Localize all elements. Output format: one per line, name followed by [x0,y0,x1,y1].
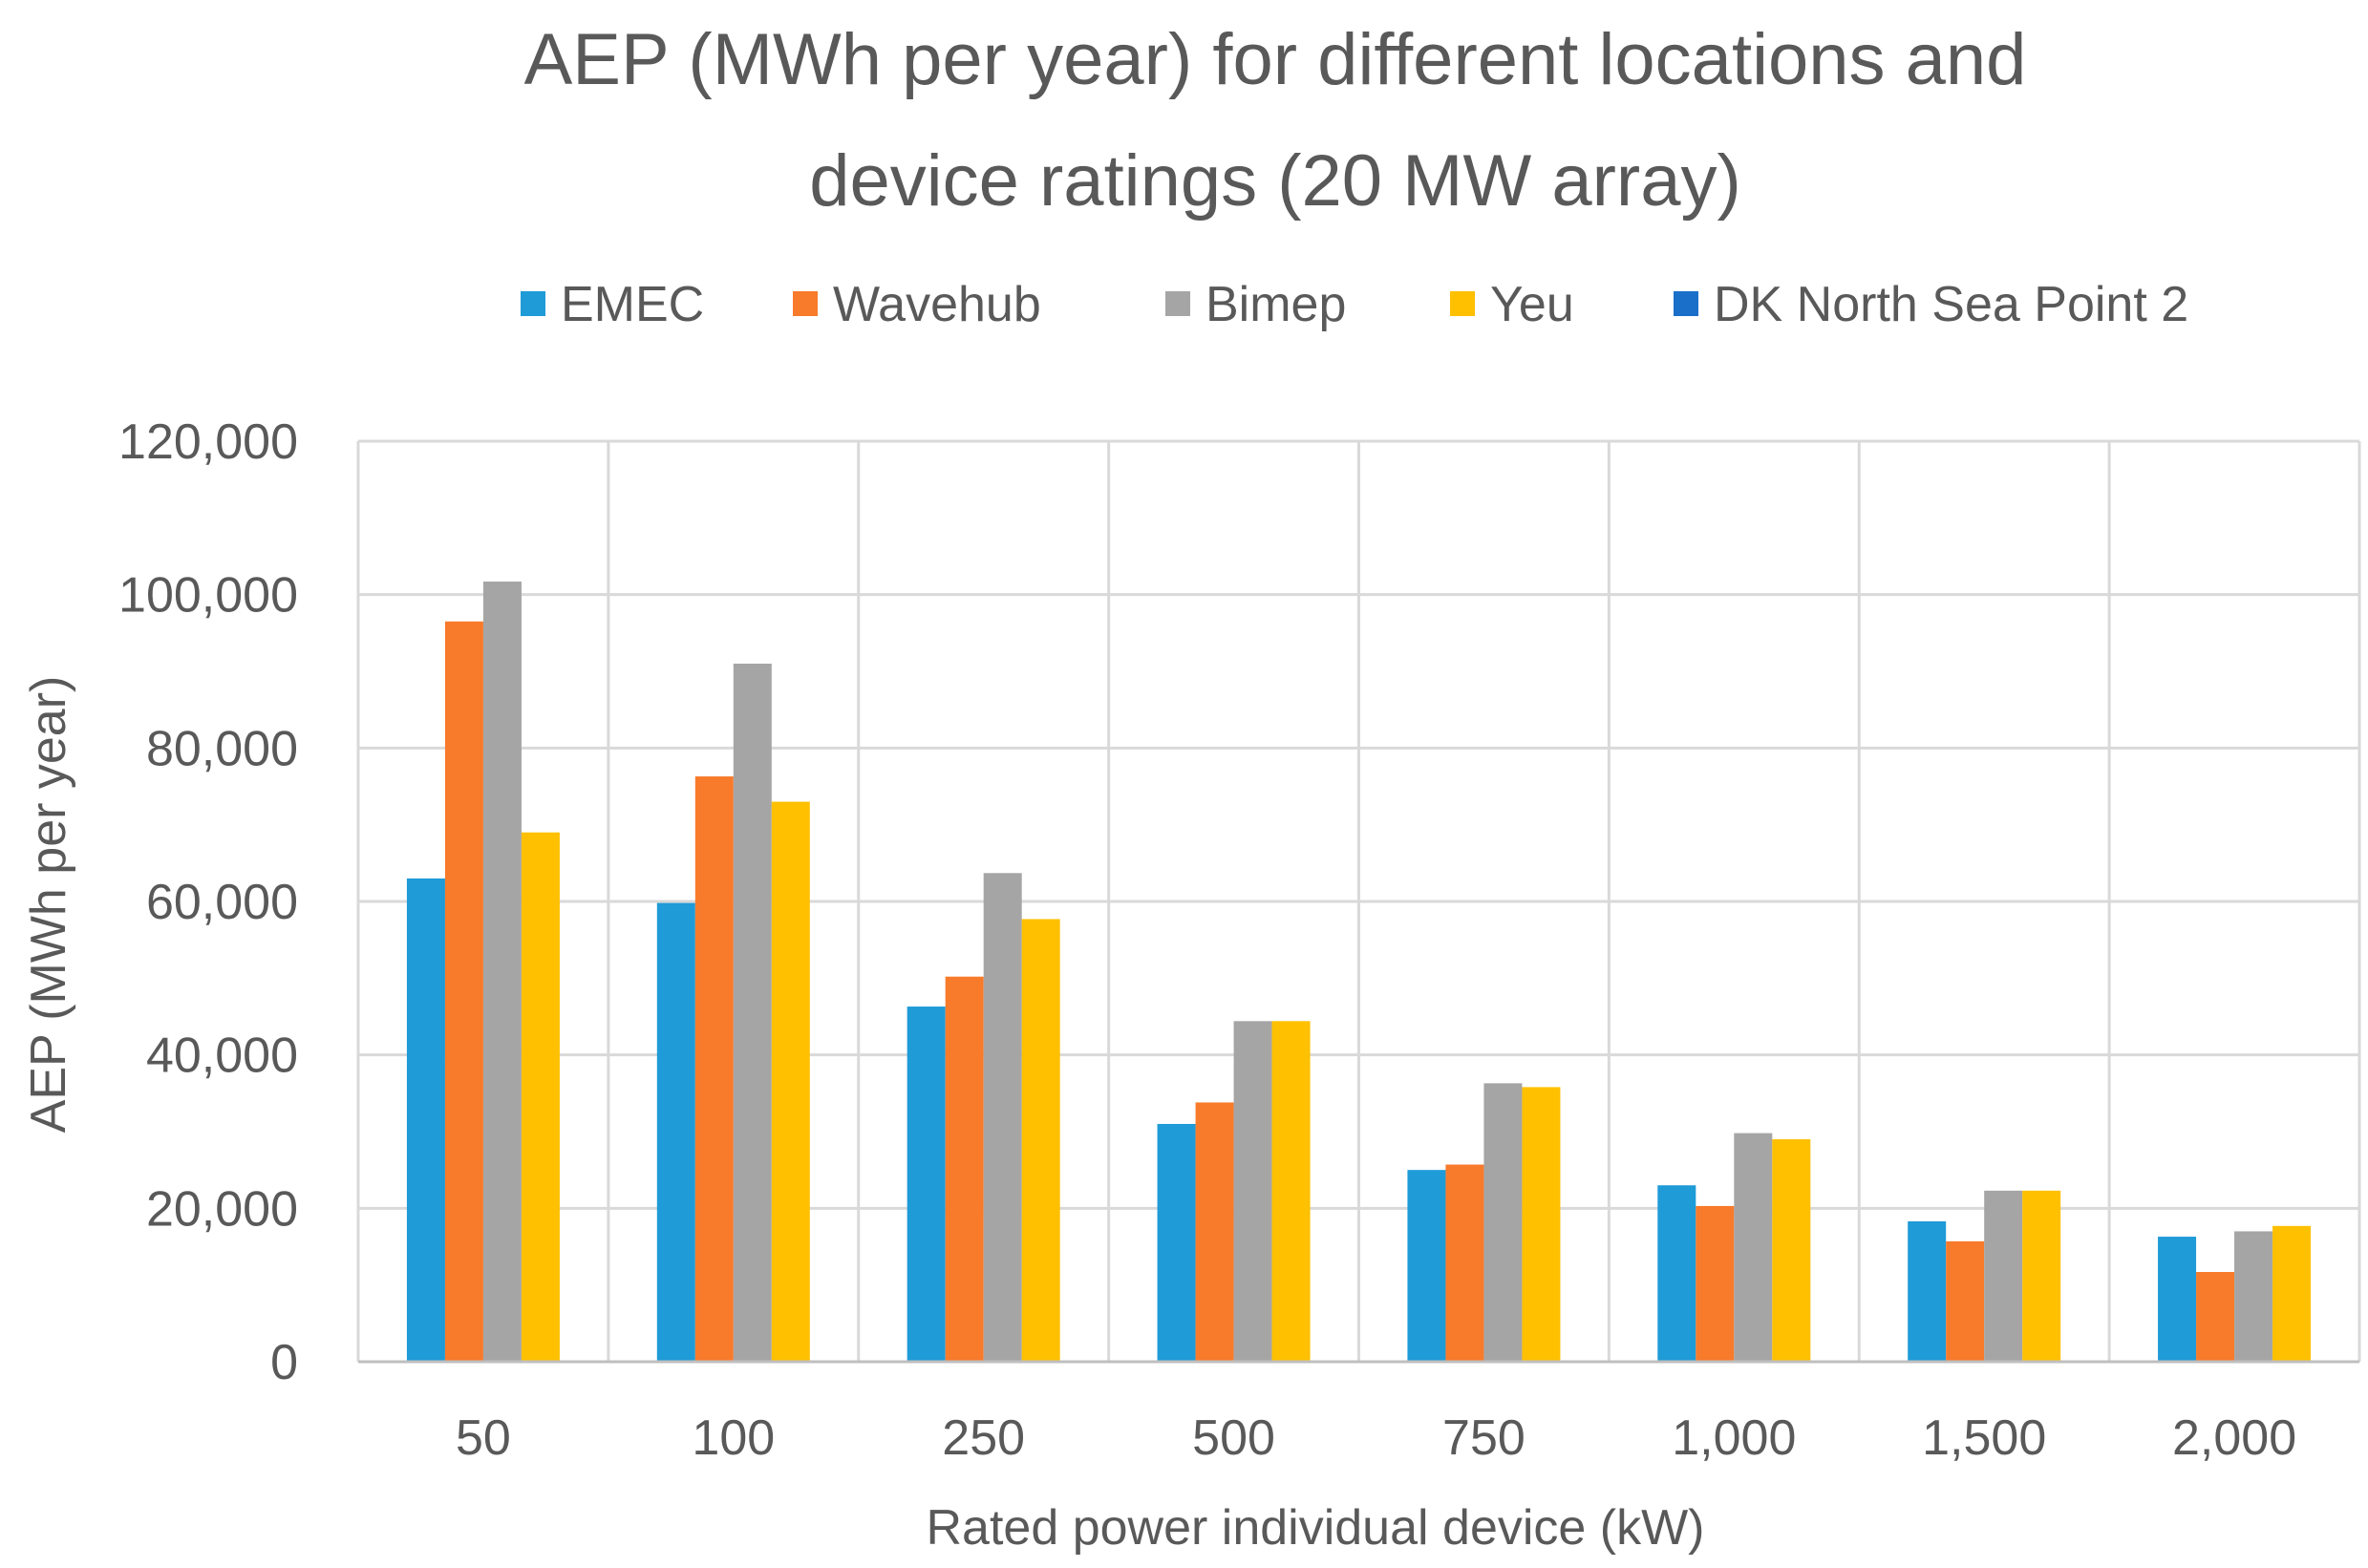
bar-yeu [2272,1225,2312,1362]
legend-label: DK North Sea Point 2 [1714,277,2188,332]
chart-title: AEP (MWh per year) for different locatio… [524,19,2027,222]
y-tick-label: 100,000 [118,568,298,624]
x-axis-title: Rated power individual device (kW) [926,1500,1704,1556]
bar-emec [907,1006,946,1362]
bar-yeu [521,832,560,1362]
bar-emec [1908,1220,1947,1362]
bar-wavehub [1696,1205,1735,1362]
legend-item: Yeu [1450,277,1574,332]
bar-wavehub [945,976,984,1362]
legend-item: Wavehub [793,277,1041,332]
bar-yeu [2022,1190,2061,1362]
x-tick-label: 250 [942,1410,1025,1466]
x-tick-label: 500 [1192,1410,1275,1466]
bar-wavehub [1946,1240,1985,1362]
bar-yeu [1271,1021,1311,1362]
bar-bimep [733,663,772,1362]
bar-wavehub [1445,1164,1484,1362]
legend-label: Bimep [1205,277,1346,332]
legend: EMEC Wavehub Bimep Yeu DK North Sea Point 2 [521,277,2188,332]
y-axis-title: AEP (MWh per year) [21,676,76,1134]
bar-bimep [482,582,522,1362]
legend-label: EMEC [561,277,704,332]
legend-label: Wavehub [833,277,1041,332]
bar-bimep [983,873,1022,1362]
bar-emec [656,902,695,1362]
bar-emec [1157,1123,1196,1362]
bar-bimep [2234,1231,2273,1362]
y-tick-label: 40,000 [146,1028,298,1084]
legend-label: Yeu [1490,277,1574,332]
bar-bimep [1984,1190,2023,1362]
chart-title-line-2: device ratings (20 MW array) [809,140,1741,222]
bar-emec [1407,1170,1446,1362]
gridlines [356,439,2361,1362]
legend-swatch [1165,291,1190,316]
legend-swatch [1450,291,1475,316]
y-tick-label: 0 [270,1335,298,1390]
x-tick-label: 1,000 [1672,1410,1796,1466]
bar-emec [406,878,445,1362]
bar-bimep [1734,1133,1773,1362]
bar-bimep [1483,1083,1523,1362]
x-tick-label: 2,000 [2172,1410,2296,1466]
x-axis-ticks: 50 100 250 500 750 1,000 1,500 2,000 [456,1410,2296,1466]
bar-yeu [1021,919,1060,1362]
bar-wavehub [2196,1272,2235,1362]
bar-emec [2158,1237,2197,1362]
bar-wavehub [694,776,734,1362]
chart-title-line-1: AEP (MWh per year) for different locatio… [524,19,2027,100]
legend-item: Bimep [1165,277,1346,332]
bars [406,582,2312,1362]
y-tick-label: 80,000 [146,721,298,776]
bar-wavehub [1195,1102,1234,1362]
y-tick-label: 120,000 [118,414,298,470]
y-axis-ticks: 0 20,000 40,000 60,000 80,000 100,000 120,000 [118,414,298,1390]
legend-swatch [1674,291,1698,316]
bar-yeu [771,801,810,1362]
bar-wavehub [444,621,483,1362]
bar-bimep [1233,1021,1272,1362]
legend-item: DK North Sea Point 2 [1674,277,2188,332]
y-tick-label: 60,000 [146,875,298,930]
x-tick-label: 1,500 [1922,1410,2046,1466]
bar-yeu [1772,1139,1811,1362]
y-tick-label: 20,000 [146,1181,298,1237]
x-tick-label: 100 [692,1410,775,1466]
x-tick-label: 750 [1442,1410,1525,1466]
legend-item: EMEC [521,277,704,332]
bar-yeu [1522,1087,1561,1362]
x-tick-label: 50 [456,1410,511,1466]
bar-emec [1657,1185,1696,1362]
legend-swatch [793,291,818,316]
legend-swatch [521,291,545,316]
